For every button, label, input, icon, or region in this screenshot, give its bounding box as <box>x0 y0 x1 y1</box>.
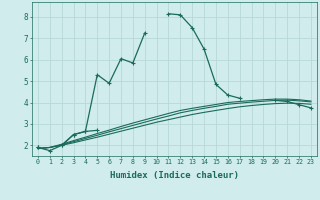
X-axis label: Humidex (Indice chaleur): Humidex (Indice chaleur) <box>110 171 239 180</box>
